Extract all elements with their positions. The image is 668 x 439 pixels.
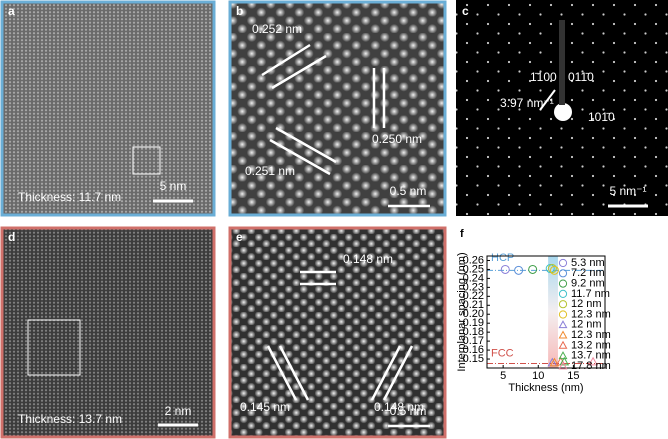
panel-f: fHCPFCC0.150.160.170.180.190.200.210.220… <box>456 228 611 394</box>
y-tick-label: 0.17 <box>463 335 484 347</box>
marker <box>514 265 524 275</box>
legend-label: 9.2 nm <box>571 278 605 290</box>
y-tick-label: 0.20 <box>463 308 484 320</box>
plot-frame <box>486 255 606 369</box>
lattice-line <box>261 43 311 77</box>
micrograph <box>0 0 216 217</box>
legend-label: 12 nm <box>571 298 602 310</box>
panel-a: a Thickness: 11.7 nm 5 nm <box>0 0 216 217</box>
micrograph <box>0 226 216 439</box>
legend-label: 12.3 nm <box>571 329 611 341</box>
micrograph <box>228 226 447 439</box>
legend-label: 13.2 nm <box>571 339 611 351</box>
legend-label: 13.7 nm <box>571 350 611 362</box>
marker <box>528 264 538 274</box>
marker <box>547 264 557 274</box>
marker <box>549 357 560 367</box>
legend-marker <box>558 258 568 268</box>
lattice-line <box>269 138 331 176</box>
scale-bar-label: 0.5 nm <box>390 404 427 418</box>
highlight-band <box>548 256 558 368</box>
x-tick-label: 10 <box>532 370 544 382</box>
panel-label: b <box>236 4 243 18</box>
micrograph <box>228 0 447 217</box>
spacing-label: 0.145 nm <box>240 400 290 414</box>
arrow <box>539 89 556 111</box>
index-label: 011̄0 <box>568 70 594 84</box>
panel-label: f <box>460 228 464 240</box>
marker <box>500 264 510 274</box>
spacing-label: 0.250 nm <box>372 132 422 146</box>
legend-marker <box>558 310 568 319</box>
legend-marker <box>558 300 568 309</box>
y-tick-label: 0.19 <box>463 317 484 329</box>
lattice-line <box>275 126 337 164</box>
thickness: Thickness: 13.7 nm <box>18 412 122 426</box>
lattice-line <box>382 345 414 401</box>
y-tick-label: 0.24 <box>463 272 484 284</box>
legend-marker <box>558 289 568 298</box>
y-tick-label: 0.18 <box>463 326 484 338</box>
phase-label: HCP <box>491 252 514 264</box>
roi-box <box>27 319 81 376</box>
y-tick-label: 0.23 <box>463 281 484 293</box>
scale-bar-label: 5 nm⁻¹ <box>609 184 646 198</box>
scale-bar-label: 5 nm <box>160 179 187 193</box>
legend-label: 7.2 nm <box>571 267 605 279</box>
panel-e: e 0.148 nm 0.145 nm 0.148 nm 0.5 nm <box>228 226 447 439</box>
spacing-label: 0.148 nm <box>343 252 393 266</box>
marker <box>588 356 598 366</box>
legend-marker <box>558 330 568 339</box>
y-tick-label: 0.25 <box>463 263 484 275</box>
panel-label: e <box>236 230 243 244</box>
lattice-line <box>266 345 298 401</box>
spacing-label: 0.148 nm <box>374 400 424 414</box>
legend-label: 17.8 nm <box>571 360 611 372</box>
panel-d: d Thickness: 13.7 nm 2 nm <box>0 226 216 439</box>
legend-label: 12.3 nm <box>571 308 611 320</box>
thickness: Thickness: 11.7 nm <box>18 190 121 204</box>
legend-marker <box>558 340 568 349</box>
x-tick-label: 5 <box>500 370 506 382</box>
x-axis-label: Thickness (nm) <box>508 382 583 394</box>
lattice-line <box>271 54 327 90</box>
roi-box <box>132 146 161 175</box>
legend-label: 12 nm <box>571 319 602 331</box>
legend-marker <box>558 269 568 278</box>
scale-bar-label: 0.5 nm <box>390 184 427 198</box>
scale-bar-label: 2 nm <box>165 404 192 418</box>
distance-label: 3.97 nm⁻¹ <box>500 96 554 110</box>
panel-label: c <box>462 4 469 18</box>
spacing-label: 0.251 nm <box>245 164 295 178</box>
lattice-line <box>278 345 310 401</box>
y-tick-label: 0.15 <box>463 353 484 365</box>
panel-c: c 1̄100 011̄0 3.97 nm⁻¹ 101̄0 5 nm⁻¹ <box>456 0 668 216</box>
x-tick-label: 15 <box>567 370 579 382</box>
legend-marker <box>558 320 568 329</box>
central-beam <box>554 103 572 121</box>
y-tick-label: 0.21 <box>463 299 484 311</box>
index-label: 101̄0 <box>588 110 615 124</box>
marker <box>549 265 559 275</box>
phase-label: FCC <box>491 347 514 359</box>
index-label: 1̄100 <box>530 70 557 84</box>
spacing-label: 0.252 nm <box>252 22 302 36</box>
legend-marker <box>558 361 568 370</box>
panel-b: b 0.252 nm 0.250 nm 0.251 nm 0.5 nm <box>228 0 447 217</box>
y-tick-label: 0.22 <box>463 290 484 302</box>
y-axis-label: Interplanar spacing (nm) <box>456 252 468 371</box>
legend-marker <box>558 279 568 288</box>
y-tick-label: 0.26 <box>463 254 484 266</box>
panel-label: d <box>8 230 15 244</box>
legend-label: 11.7 nm <box>571 288 610 300</box>
y-tick-label: 0.16 <box>463 344 484 356</box>
marker <box>545 264 555 274</box>
lattice-line <box>370 345 402 401</box>
legend-marker <box>558 351 568 360</box>
legend-label: 5.3 nm <box>571 257 605 269</box>
panel-label: a <box>8 4 15 18</box>
